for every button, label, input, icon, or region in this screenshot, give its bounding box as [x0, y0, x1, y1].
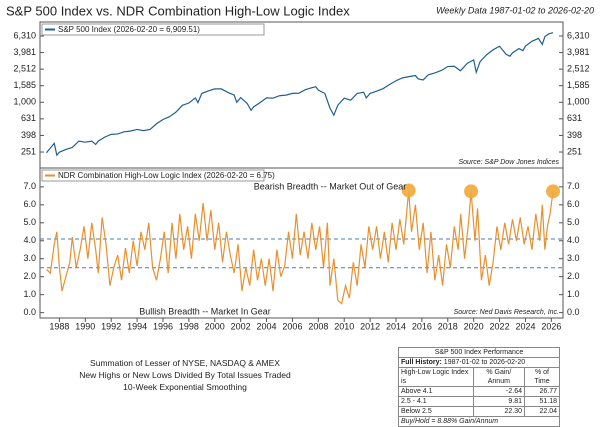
y-tick-label: 3.0 [567, 253, 580, 263]
highlight-marker [401, 183, 416, 198]
legend-box [41, 169, 265, 182]
y-tick-label: 2,512 [567, 64, 590, 74]
y-tick-label: 6,310 [13, 30, 36, 40]
y-tick-label: 398 [21, 130, 36, 140]
y-tick-label: 1,000 [567, 97, 590, 107]
y-tick-label: 3.0 [23, 253, 36, 263]
table-cell: 26.77 [524, 386, 560, 397]
legend-label: S&P 500 Index (2026-02-20 = 6,909.51) [58, 25, 200, 34]
history-label: Full History: [401, 359, 442, 366]
y-tick-label: 6,310 [567, 30, 590, 40]
chart-title: S&P 500 Index vs. NDR Combination High-L… [6, 3, 350, 18]
y-tick-label: 7.0 [567, 181, 580, 191]
note: Summation of Lesser of NYSE, NASDAQ & AM… [90, 358, 280, 368]
table-header: High-Low Logic Index is [398, 367, 474, 387]
x-tick-label: 2016 [412, 321, 432, 331]
x-tick-label: 2022 [490, 321, 510, 331]
y-tick-label: 3,981 [13, 47, 36, 57]
y-tick-label: 0.0 [567, 307, 580, 317]
table-cell: 51.18 [524, 396, 560, 407]
y-tick-label: 398 [567, 130, 582, 140]
y-tick-label: 6.0 [23, 199, 36, 209]
table-cell: 22.04 [524, 406, 560, 417]
y-tick-label: 1,585 [13, 80, 36, 90]
legend-label: NDR Combination High-Low Logic Index (20… [58, 171, 275, 180]
legend-box [41, 23, 265, 36]
y-tick-label: 251 [21, 146, 36, 156]
y-tick-label: 2.0 [567, 271, 580, 281]
x-tick-label: 1994 [127, 321, 147, 331]
y-tick-label: 7.0 [23, 181, 36, 191]
y-tick-label: 4.0 [23, 235, 36, 245]
table-cell: 9.81 [472, 396, 526, 407]
table-title: S&P 500 Index Performance [398, 347, 560, 358]
x-tick-label: 2020 [464, 321, 484, 331]
annotation: Bearish Breadth -- Market Out of Gear [254, 181, 407, 191]
y-tick-label: 1.0 [567, 289, 580, 299]
note: New Highs or New Lows Divided By Total I… [79, 370, 291, 380]
x-tick-label: 2012 [360, 321, 380, 331]
x-tick-label: 1998 [179, 321, 199, 331]
source: Source: S&P Dow Jones Indices [458, 159, 559, 166]
y-tick-label: 2,512 [13, 64, 36, 74]
x-tick-label: 2006 [282, 321, 302, 331]
performance-table: S&P 500 Index Performance Full History: … [398, 347, 560, 427]
x-tick-label: 2002 [231, 321, 251, 331]
x-tick-label: 1992 [101, 321, 121, 331]
data-line [46, 32, 554, 157]
annotation: Bullish Breadth -- Market In Gear [139, 306, 271, 316]
source: Source: Ned Davis Research, Inc. [454, 309, 559, 316]
table-header: % Gain/ Annum [472, 367, 526, 387]
x-tick-label: 1996 [153, 321, 173, 331]
y-tick-label: 631 [567, 113, 582, 123]
x-tick-label: 2008 [308, 321, 328, 331]
table-cell: Above 4.1 [398, 386, 474, 397]
x-tick-label: 2014 [386, 321, 406, 331]
x-tick-label: 2010 [334, 321, 354, 331]
x-tick-label: 2004 [257, 321, 277, 331]
y-tick-label: 1,000 [13, 97, 36, 107]
history-range: 1987-01-02 to 2026-02-20 [443, 359, 526, 366]
table-history: Full History: 1987-01-02 to 2026-02-20 [398, 357, 560, 368]
table-footer: Buy/Hold = 8.88% Gain/Annum [398, 416, 560, 427]
x-tick-label: 1988 [49, 321, 69, 331]
note: 10-Week Exponential Smoothing [123, 382, 247, 392]
y-tick-label: 6.0 [567, 199, 580, 209]
y-tick-label: 2.0 [23, 271, 36, 281]
table-cell: Below 2.5 [398, 406, 474, 417]
y-tick-label: 5.0 [23, 217, 36, 227]
x-tick-label: 2024 [515, 321, 535, 331]
date-range: Weekly Data 1987-01-02 to 2026-02-20 [436, 5, 594, 15]
table-cell: 2.5 - 4.1 [398, 396, 474, 407]
x-tick-label: 2000 [205, 321, 225, 331]
table-header: % of Time [524, 367, 560, 387]
y-tick-label: 3,981 [567, 47, 590, 57]
x-tick-label: 1990 [75, 321, 95, 331]
highlight-marker [546, 184, 561, 199]
table-cell: 22.30 [472, 406, 526, 417]
y-tick-label: 251 [567, 146, 582, 156]
y-tick-label: 5.0 [567, 217, 580, 227]
highlight-marker [464, 184, 479, 199]
data-line [46, 190, 554, 305]
y-tick-label: 4.0 [567, 235, 580, 245]
y-tick-label: 1,585 [567, 80, 590, 90]
x-tick-label: 2018 [438, 321, 458, 331]
x-tick-label: 2026 [541, 321, 561, 331]
table-cell: -2.64 [472, 386, 526, 397]
y-tick-label: 1.0 [23, 289, 36, 299]
plot-frame [39, 21, 564, 319]
y-tick-label: 0.0 [23, 307, 36, 317]
y-tick-label: 631 [21, 113, 36, 123]
